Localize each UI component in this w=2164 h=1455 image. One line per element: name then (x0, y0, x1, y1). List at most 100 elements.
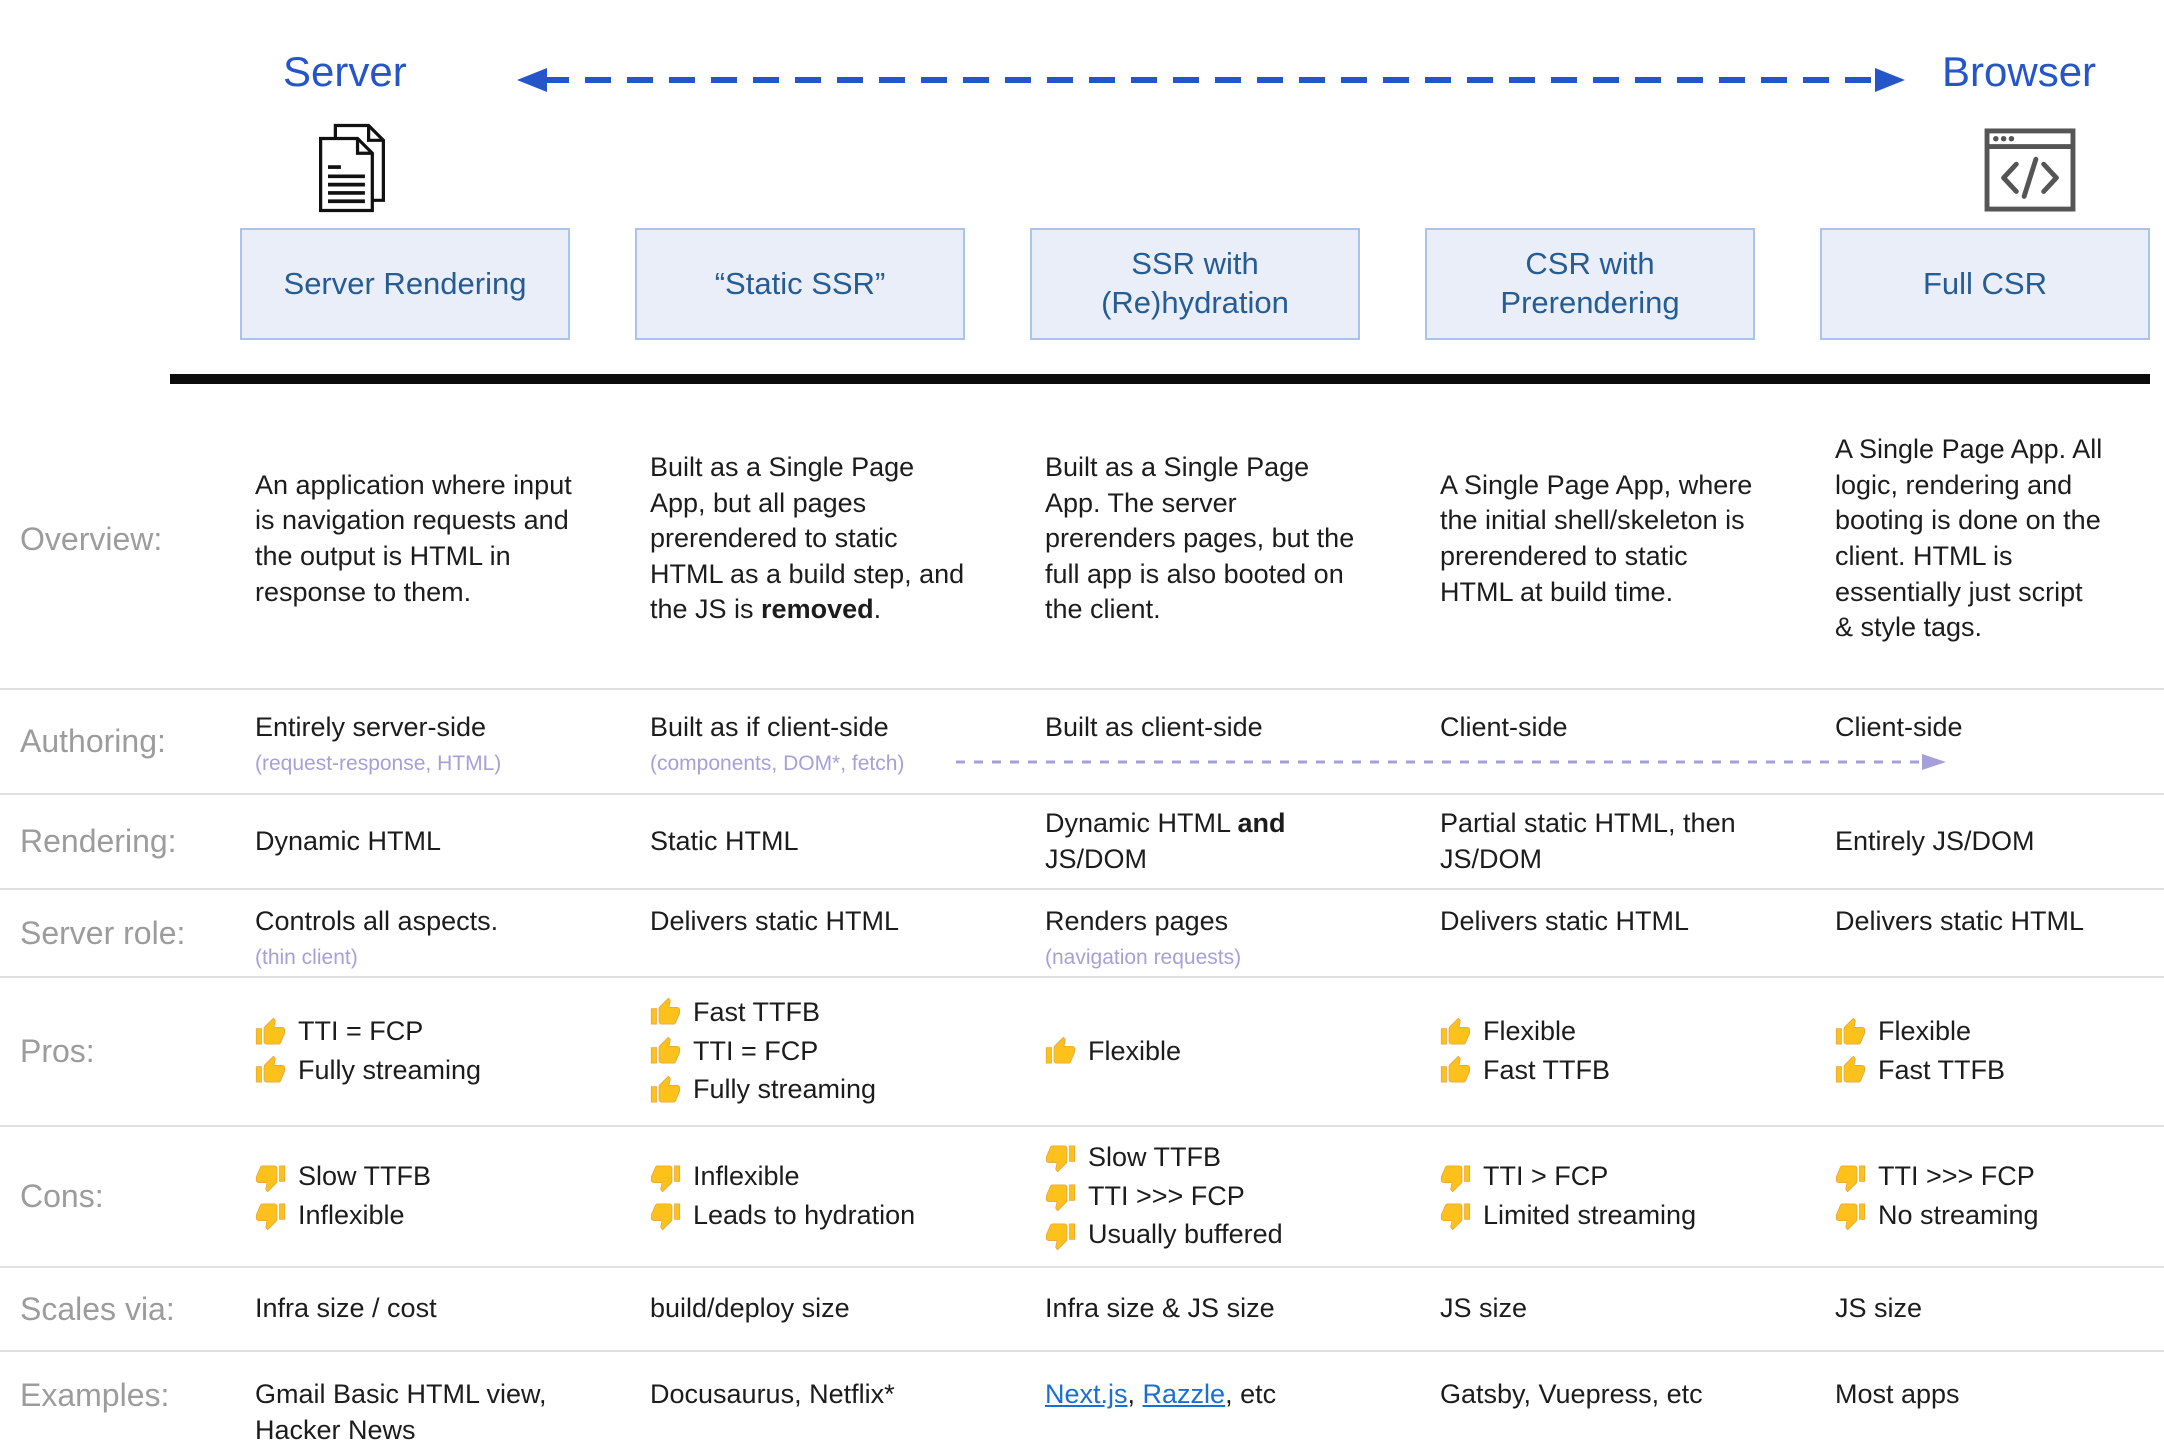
scales-via-row: Scales via: Infra size / cost build/depl… (0, 1268, 2164, 1352)
server-role-row: Server role: Controls all aspects. (thin… (0, 890, 2164, 978)
razzle-link[interactable]: Razzle (1142, 1379, 1226, 1409)
thumbs-down-icon (1440, 1162, 1471, 1193)
client-side-trend-arrow-icon (956, 754, 1946, 770)
overview-cell-csr-prerendering: A Single Page App, where the initial she… (1440, 469, 1753, 607)
pros-cell-ssr-rehydration: Flexible (1030, 1031, 1425, 1073)
rendering-cell-static-ssr: Static HTML (650, 825, 799, 856)
pros-row-label: Pros: (20, 1033, 95, 1069)
examples-row-label: Examples: (20, 1377, 170, 1413)
con-item: Usually buffered (1045, 1217, 1367, 1253)
con-item: Leads to hydration (650, 1198, 972, 1234)
scales-cell-full-csr: JS size (1835, 1293, 1923, 1324)
pros-cell-csr-prerendering: Flexible Fast TTFB (1425, 1011, 1820, 1091)
con-item: TTI >>> FCP (1835, 1159, 2106, 1195)
server-role-cell-static-ssr: Delivers static HTML (650, 906, 900, 936)
cell-text: Dynamic HTML (1045, 807, 1238, 838)
header-divider-line (170, 374, 2150, 384)
authoring-cell-full-csr: Client-side (1835, 712, 1963, 742)
pros-cell-full-csr: Flexible Fast TTFB (1820, 1011, 2164, 1091)
column-header-full-csr: Full CSR (1820, 228, 2150, 340)
browser-axis-label: Browser (1942, 48, 2097, 95)
overview-cell-full-csr: A Single Page App. All logic, rendering … (1835, 434, 2103, 643)
cell-main: Built as if client-side (650, 712, 889, 742)
rendering-cell-ssr-rehydration: Dynamic HTML and JS/DOM (1030, 806, 1425, 877)
cell-text: Built as a Single Page App, but all page… (650, 451, 965, 625)
con-text: No streaming (1878, 1200, 2039, 1230)
cell-sub: (components, DOM*, fetch) (650, 751, 905, 775)
con-text: TTI >>> FCP (1878, 1161, 2035, 1192)
cell-main: Entirely server-side (255, 712, 487, 742)
overview-row: Overview: An application where input is … (0, 390, 2164, 690)
column-header-static-ssr: “Static SSR” (635, 228, 965, 340)
pro-item: Fast TTFB (650, 995, 972, 1031)
thumbs-up-icon (1440, 1055, 1471, 1086)
pros-cell-server-rendering: TTI = FCP Fully streaming (240, 1011, 635, 1091)
examples-row: Examples: Gmail Basic HTML view, Hacker … (0, 1352, 2164, 1455)
scales-cell-ssr-rehydration: Infra size & JS size (1045, 1293, 1275, 1324)
server-role-cell-ssr-rehydration: Renders pages (navigation requests) (1030, 890, 1425, 970)
con-item: Limited streaming (1440, 1198, 1762, 1234)
thumbs-up-icon (1835, 1055, 1866, 1086)
cons-row: Cons: Slow TTFB Inflexible Inflexible Le… (0, 1127, 2164, 1268)
thumbs-down-icon (1045, 1181, 1076, 1212)
column-header-ssr-rehydration: SSR with (Re)hydration (1030, 228, 1360, 340)
cons-cell-ssr-rehydration: Slow TTFB TTI >>> FCP Usually buffered (1030, 1137, 1425, 1256)
con-text: Slow TTFB (298, 1161, 432, 1192)
nextjs-link[interactable]: Next.js (1045, 1379, 1128, 1409)
thumbs-up-icon (1045, 1036, 1076, 1067)
pro-text: Fully streaming (298, 1055, 482, 1085)
thumbs-up-icon (255, 1017, 286, 1048)
thumbs-up-icon (1835, 1017, 1866, 1048)
pros-row: Pros: TTI = FCP Fully streaming Fast TTF… (0, 978, 2164, 1127)
con-text: Limited streaming (1483, 1200, 1697, 1230)
pro-text: Fast TTFB (1878, 1055, 2006, 1085)
authoring-cell-ssr-rehydration: Built as client-side (1045, 712, 1263, 742)
cell-sub: (request-response, HTML) (255, 751, 502, 775)
server-role-cell-csr-prerendering: Delivers static HTML (1440, 906, 1690, 936)
pro-item: Flexible (1835, 1014, 2106, 1050)
pro-item: Flexible (1440, 1014, 1762, 1050)
cons-row-label: Cons: (20, 1178, 104, 1214)
pro-item: Fast TTFB (1440, 1053, 1762, 1089)
thumbs-down-icon (255, 1200, 286, 1231)
cell-text-bold: removed (761, 594, 874, 625)
con-item: TTI >>> FCP (1045, 1179, 1367, 1215)
thumbs-down-icon (650, 1200, 681, 1231)
authoring-cell-server-rendering: Entirely server-side (request-response, … (240, 690, 635, 776)
thumbs-down-icon (1045, 1220, 1076, 1251)
thumbs-up-icon (1440, 1017, 1471, 1048)
pro-text: Fully streaming (693, 1074, 877, 1105)
thumbs-down-icon (650, 1162, 681, 1193)
pro-text: Flexible (1088, 1035, 1182, 1066)
thumbs-down-icon (1440, 1200, 1471, 1231)
con-text: Inflexible (693, 1161, 800, 1192)
pro-item: Fully streaming (650, 1072, 972, 1108)
con-text: Usually buffered (1088, 1219, 1283, 1250)
cell-sub: (thin client) (255, 945, 358, 969)
examples-cell-ssr-rehydration: Next.js, Razzle, etc (1030, 1352, 1425, 1413)
con-item: Inflexible (255, 1198, 577, 1234)
con-item: TTI > FCP (1440, 1159, 1762, 1195)
con-item: Inflexible (650, 1159, 972, 1195)
cell-text: , (1127, 1379, 1143, 1409)
pros-cell-static-ssr: Fast TTFB TTI = FCP Fully streaming (635, 992, 1030, 1111)
pro-text: Flexible (1483, 1016, 1577, 1047)
con-item: No streaming (1835, 1198, 2106, 1234)
scales-cell-csr-prerendering: JS size (1440, 1293, 1528, 1324)
con-item: Slow TTFB (255, 1159, 577, 1195)
dashed-double-arrow-icon (517, 68, 1905, 92)
pro-text: Fast TTFB (693, 997, 821, 1028)
authoring-row: Authoring: Entirely server-side (request… (0, 690, 2164, 795)
cell-text: , etc (1225, 1379, 1277, 1409)
top-section: Server Browser Server Rendering “Static … (0, 0, 2164, 390)
cell-main: Renders pages (1045, 906, 1229, 936)
overview-cell-server-rendering: An application where input is navigation… (255, 469, 572, 607)
pro-text: Fast TTFB (1483, 1055, 1611, 1085)
cell-main: Controls all aspects. (255, 906, 499, 936)
pro-item: TTI = FCP (255, 1014, 577, 1050)
scales-via-row-label: Scales via: (20, 1290, 175, 1327)
server-axis-label: Server (283, 48, 407, 95)
con-text: TTI >>> FCP (1088, 1180, 1245, 1211)
pro-item: Fully streaming (255, 1053, 577, 1089)
cons-cell-static-ssr: Inflexible Leads to hydration (635, 1156, 1030, 1236)
